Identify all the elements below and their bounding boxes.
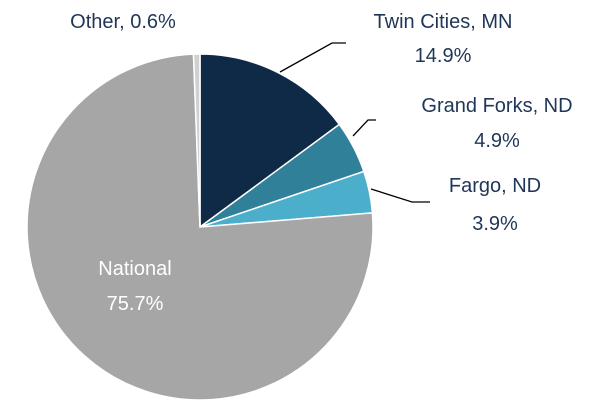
labels: Twin Cities, MN 14.9% Grand Forks, ND 4.9% F… [98, 11, 572, 315]
value-label: 75.7% [107, 293, 164, 315]
leader-line [370, 188, 430, 203]
leader-line [352, 119, 376, 137]
category-label: Twin Cities, MN [374, 11, 513, 33]
category-label: Other [70, 11, 120, 33]
category-label: Grand Forks, ND [421, 95, 572, 117]
slice [199, 53, 341, 229]
value-label: 3.9% [472, 213, 518, 235]
category-label: Fargo, ND [449, 175, 541, 197]
data-label: Other, 0.6% [70, 11, 176, 33]
value-label: 4.9% [474, 130, 520, 152]
value-label: 14.9% [415, 45, 472, 67]
category-label: National [98, 258, 171, 280]
slice [192, 53, 201, 228]
slices [26, 53, 374, 401]
leader-line [279, 42, 346, 73]
separator: , [119, 11, 130, 33]
slice [26, 53, 374, 401]
value-label: 0.6% [130, 11, 176, 33]
